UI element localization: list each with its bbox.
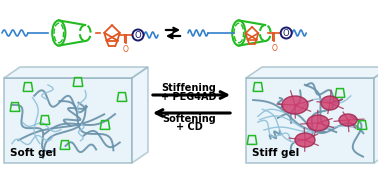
Polygon shape	[246, 67, 378, 78]
Text: Soft gel: Soft gel	[10, 148, 56, 158]
Ellipse shape	[339, 114, 357, 126]
Ellipse shape	[282, 96, 308, 114]
Text: + PEG4AD: + PEG4AD	[161, 92, 217, 102]
Polygon shape	[246, 78, 374, 163]
Ellipse shape	[321, 96, 339, 110]
Text: O: O	[135, 30, 141, 40]
Text: Softening: Softening	[162, 114, 216, 124]
Text: O: O	[271, 44, 277, 53]
Ellipse shape	[307, 115, 329, 131]
Text: Stiff gel: Stiff gel	[252, 148, 299, 158]
Polygon shape	[4, 78, 132, 163]
Ellipse shape	[281, 27, 292, 38]
Ellipse shape	[295, 133, 315, 147]
Text: Stiffening: Stiffening	[161, 83, 217, 93]
Polygon shape	[374, 67, 378, 163]
Text: O: O	[123, 45, 129, 54]
Polygon shape	[4, 67, 148, 78]
Text: O: O	[283, 29, 290, 37]
Ellipse shape	[133, 30, 144, 40]
Text: + CD: + CD	[176, 122, 202, 132]
Polygon shape	[132, 67, 148, 163]
